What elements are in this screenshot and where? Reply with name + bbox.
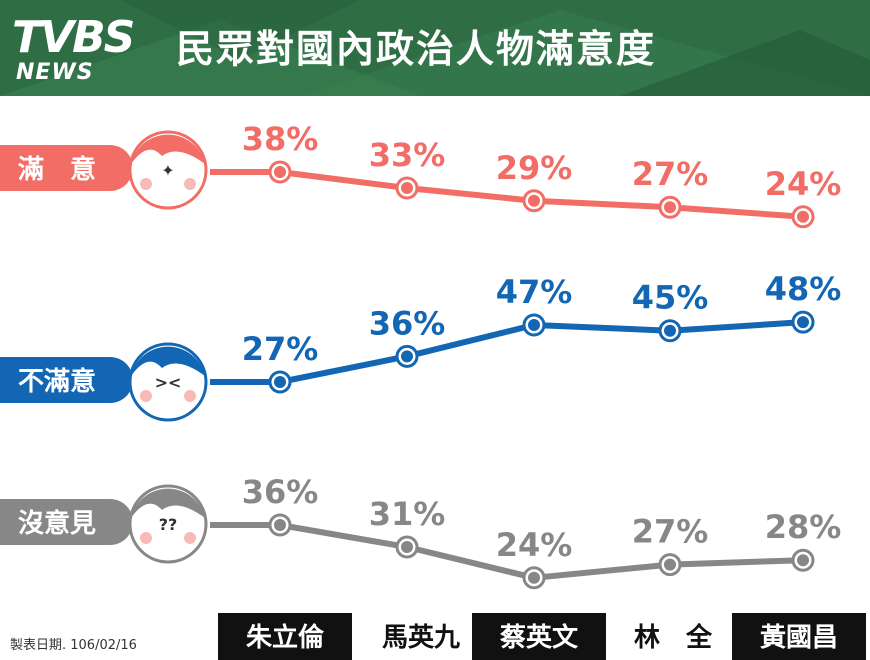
category-box	[472, 613, 606, 660]
series-label-band-dissatisfied	[0, 357, 133, 403]
category-box	[606, 613, 740, 660]
category-box	[732, 613, 866, 660]
news-logo: NEWS	[16, 60, 94, 85]
series-line-no-opinion	[210, 522, 804, 581]
data-label-satisfied: 29%	[496, 149, 573, 187]
tvbs-logo: TVBS	[12, 12, 135, 63]
data-point-inner-no-opinion	[664, 558, 676, 571]
data-point-inner-no-opinion	[274, 519, 286, 531]
series-label-dissatisfied: 不滿意	[18, 366, 96, 397]
data-label-satisfied: 38%	[242, 120, 319, 158]
data-point-inner-no-opinion	[797, 554, 809, 567]
data-point-inner-no-opinion	[528, 571, 540, 584]
data-point-inner-satisfied	[797, 210, 809, 223]
data-label-no-opinion: 27%	[632, 513, 709, 551]
data-label-satisfied: 27%	[632, 155, 709, 193]
data-point-inner-satisfied	[274, 166, 286, 178]
data-point-inner-dissatisfied	[797, 316, 809, 329]
face-cheek-left-no-opinion	[140, 532, 152, 544]
data-label-dissatisfied: 36%	[369, 304, 446, 342]
series-label-band-satisfied	[0, 145, 133, 191]
data-point-inner-dissatisfied	[274, 376, 286, 388]
data-point-inner-satisfied	[401, 182, 413, 194]
face-eyes-satisfied: ✦	[161, 161, 174, 180]
data-label-dissatisfied: 27%	[242, 330, 319, 368]
face-cheek-left-dissatisfied	[140, 390, 152, 402]
header-background	[0, 0, 870, 96]
category-box	[354, 613, 488, 660]
series-label-no-opinion: 沒意見	[18, 508, 96, 539]
data-label-dissatisfied: 47%	[496, 273, 573, 311]
series-label-band-no-opinion	[0, 499, 133, 545]
face-cheek-right-no-opinion	[184, 532, 196, 544]
page-title: 民眾對國內政治人物滿意度	[176, 27, 657, 71]
category-label: 馬英九	[382, 623, 460, 653]
data-point-inner-satisfied	[528, 194, 540, 207]
face-hair-satisfied	[131, 134, 205, 164]
data-label-no-opinion: 28%	[765, 508, 842, 546]
series-line-dissatisfied	[210, 319, 804, 385]
data-label-no-opinion: 24%	[496, 526, 573, 564]
data-point-inner-dissatisfied	[401, 350, 413, 363]
data-point-inner-satisfied	[664, 201, 676, 214]
data-label-dissatisfied: 48%	[765, 270, 842, 308]
face-cheek-right-dissatisfied	[184, 390, 196, 402]
data-point-inner-no-opinion	[401, 541, 413, 553]
face-hair-dissatisfied	[131, 346, 205, 376]
data-label-satisfied: 24%	[765, 165, 842, 203]
face-cheek-right-satisfied	[184, 178, 196, 190]
category-label: 林 全	[634, 622, 713, 653]
category-label: 朱立倫	[246, 622, 325, 653]
category-label: 蔡英文	[500, 622, 579, 653]
header-banner: TVBS NEWS 民眾對國內政治人物滿意度	[0, 0, 870, 96]
data-label-no-opinion: 31%	[369, 495, 446, 533]
category-label: 黃國昌	[760, 623, 838, 653]
face-eyes-dissatisfied: ><	[155, 373, 182, 392]
category-box	[218, 613, 352, 660]
data-label-dissatisfied: 45%	[632, 279, 709, 317]
face-cheek-left-satisfied	[140, 178, 152, 190]
data-label-satisfied: 33%	[369, 136, 446, 174]
series-label-satisfied: 滿 意	[18, 154, 96, 185]
data-point-inner-dissatisfied	[664, 324, 676, 337]
data-point-inner-dissatisfied	[528, 319, 540, 331]
date-note: 製表日期. 106/02/16	[10, 638, 137, 653]
series-line-satisfied	[210, 169, 804, 220]
face-hair-no-opinion	[131, 488, 205, 518]
data-label-no-opinion: 36%	[242, 473, 319, 511]
face-eyes-no-opinion: ??	[159, 515, 178, 534]
